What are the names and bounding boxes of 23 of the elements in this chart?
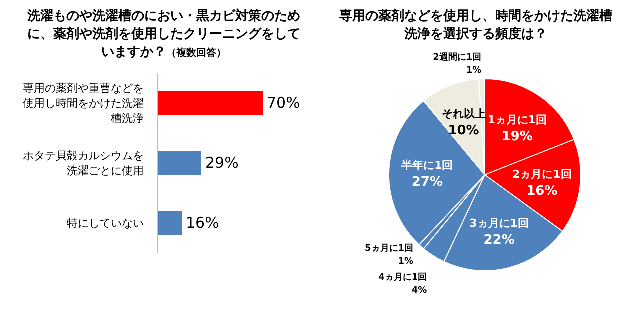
data-label: 16%	[186, 214, 220, 232]
slice-label: 4ヵ月に1回	[378, 272, 428, 284]
slice-label: 半年に1回	[400, 159, 454, 172]
slice-label: 2ヵ月に1回	[512, 168, 572, 182]
data-label: 16%	[526, 184, 558, 200]
slice-label: 2週間に1回	[433, 52, 482, 63]
data-label: 1%	[398, 257, 414, 268]
chart-title: 専用の薬剤などを使用し、時間をかけた洗濯槽洗浄を選択する頻度は？	[338, 8, 614, 44]
data-label: 29%	[206, 154, 239, 172]
slice-label: 3ヵ月に1回	[470, 216, 529, 230]
y-tick-label: 専用の薬剤や重曹などを使用し時間をかけた洗濯槽洗浄	[23, 82, 144, 124]
slice-label: 1ヵ月に1回	[488, 113, 548, 126]
data-label: 70%	[267, 94, 300, 112]
y-tick-label: 特にしていない	[67, 216, 144, 230]
slice-label: 5ヵ月に1回	[365, 243, 414, 254]
data-label: 10%	[448, 123, 480, 138]
data-label: 22%	[484, 232, 515, 248]
chart-subtitle: （複数回答）	[166, 48, 226, 59]
y-tick-label: ホタテ貝殻カルシウムを洗濯ごとに使用	[23, 149, 144, 177]
data-label: 19%	[502, 129, 533, 144]
data-label: 4%	[412, 286, 428, 296]
data-label: 1%	[466, 66, 482, 76]
data-label: 27%	[412, 175, 443, 190]
